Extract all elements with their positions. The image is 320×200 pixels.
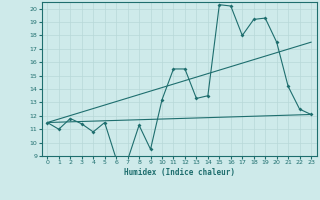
X-axis label: Humidex (Indice chaleur): Humidex (Indice chaleur) bbox=[124, 168, 235, 177]
